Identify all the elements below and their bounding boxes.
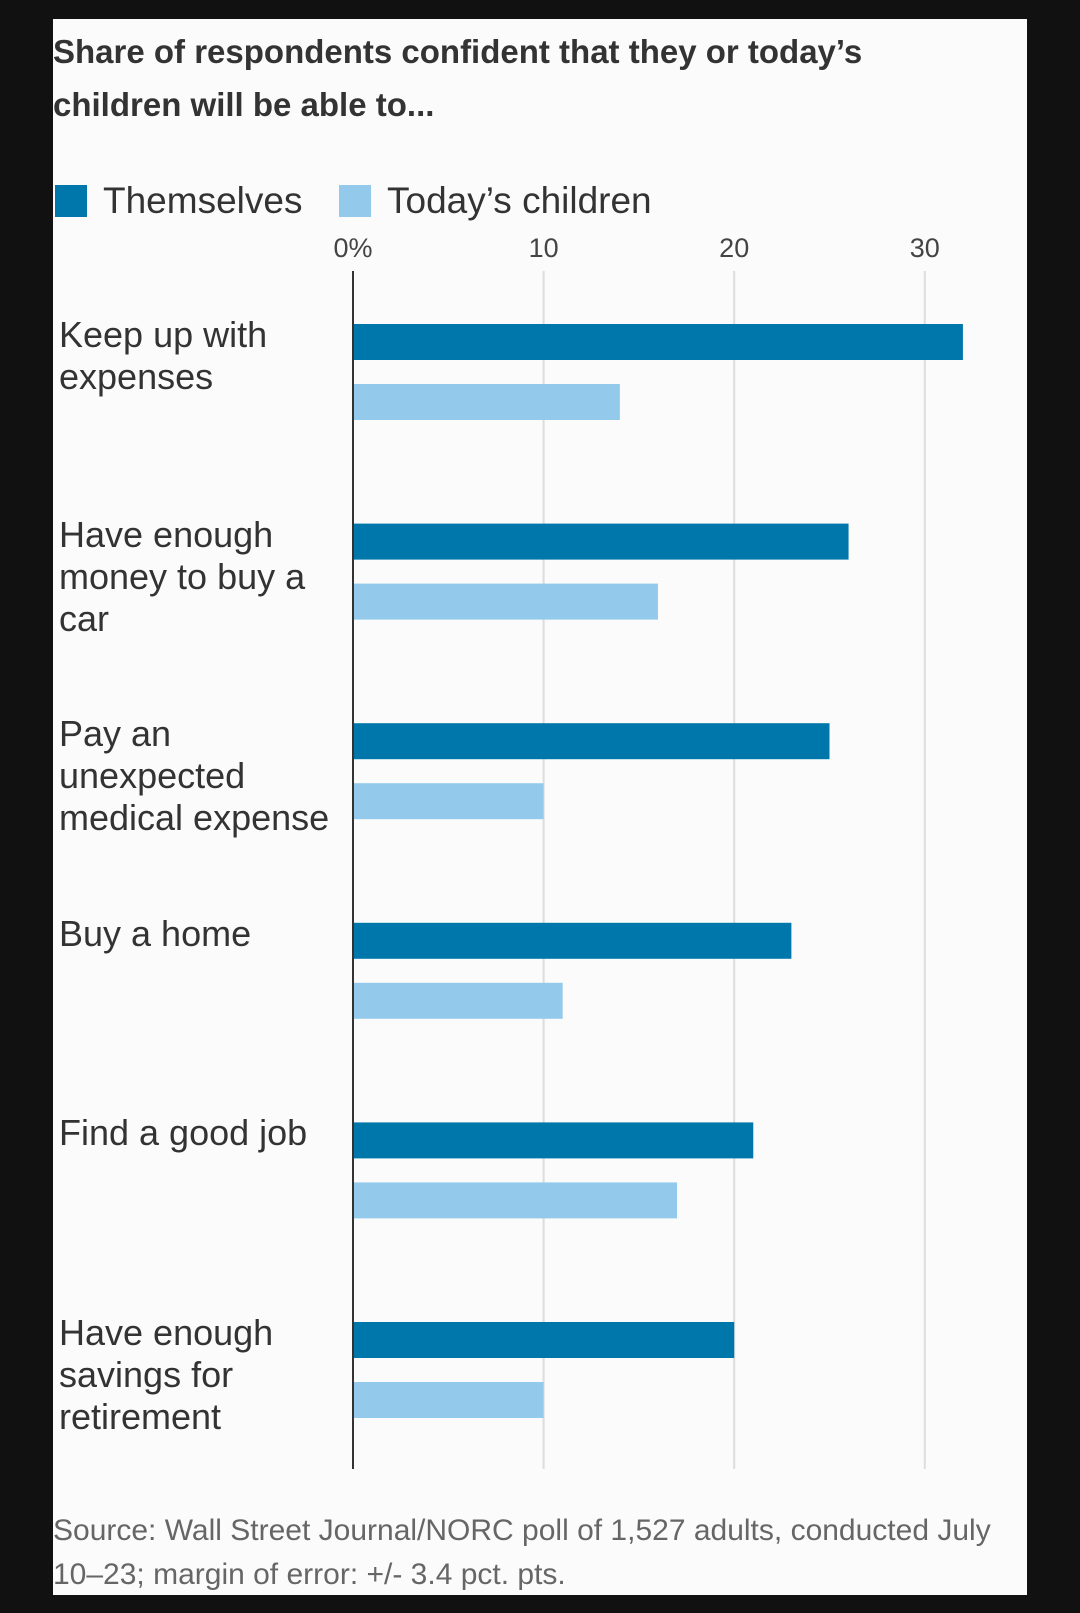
chart-title: Share of respondents confident that they… (53, 33, 863, 123)
category-label: Find a good job (59, 1112, 308, 1154)
bar-themselves (353, 523, 849, 560)
legend-item-children: Today’s children (339, 180, 652, 221)
tick-label: 0% (333, 233, 372, 263)
bar-children (353, 982, 563, 1019)
bar-children (353, 583, 658, 620)
bar-children (353, 1182, 678, 1219)
legend-swatch-themselves (55, 185, 87, 217)
category-label: Buy a home (59, 912, 252, 954)
bar-chart: 0% 10 20 30 (333, 233, 963, 1469)
tick-label: 10 (529, 233, 559, 263)
chart-panel: Share of respondents confident that they… (53, 19, 1027, 1595)
category-label: Pay an unexpected medical expense (59, 713, 330, 839)
bar-children (353, 783, 544, 820)
legend-label-children: Today’s children (387, 180, 652, 221)
legend-swatch-children (339, 185, 371, 217)
category-label: Have enough money to buy a car (59, 513, 306, 639)
category-label: Have enough savings for retirement (59, 1312, 274, 1437)
legend-label-themselves: Themselves (103, 180, 303, 221)
bar-themselves (353, 1322, 735, 1358)
category-label: Keep up with expenses (59, 314, 268, 397)
bar-themselves (353, 1122, 754, 1159)
tick-label: 20 (719, 233, 749, 263)
bar-themselves (353, 324, 963, 360)
bar-themselves (353, 723, 830, 760)
source-note: Source: Wall Street Journal/NORC poll of… (53, 1514, 991, 1591)
bar-children (353, 384, 620, 420)
tick-label: 30 (910, 233, 940, 263)
bar-themselves (353, 922, 792, 959)
legend-item-themselves: Themselves (55, 180, 303, 221)
bar-children (353, 1382, 544, 1418)
